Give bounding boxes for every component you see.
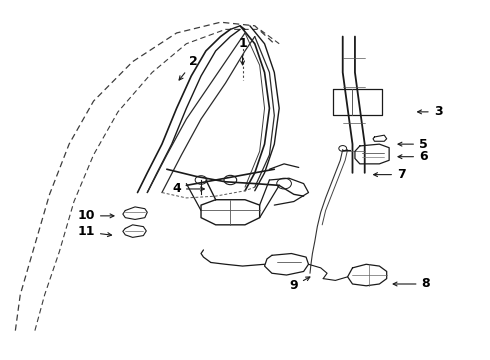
Text: 8: 8: [393, 278, 430, 291]
Text: 11: 11: [77, 225, 112, 238]
Text: 6: 6: [398, 150, 428, 163]
Text: 3: 3: [417, 105, 442, 118]
Text: 10: 10: [77, 210, 114, 222]
Text: 5: 5: [398, 138, 428, 150]
Text: 1: 1: [238, 37, 247, 65]
Text: 4: 4: [172, 183, 204, 195]
Text: 9: 9: [290, 277, 310, 292]
Text: 2: 2: [179, 55, 198, 80]
Text: 7: 7: [373, 168, 406, 181]
